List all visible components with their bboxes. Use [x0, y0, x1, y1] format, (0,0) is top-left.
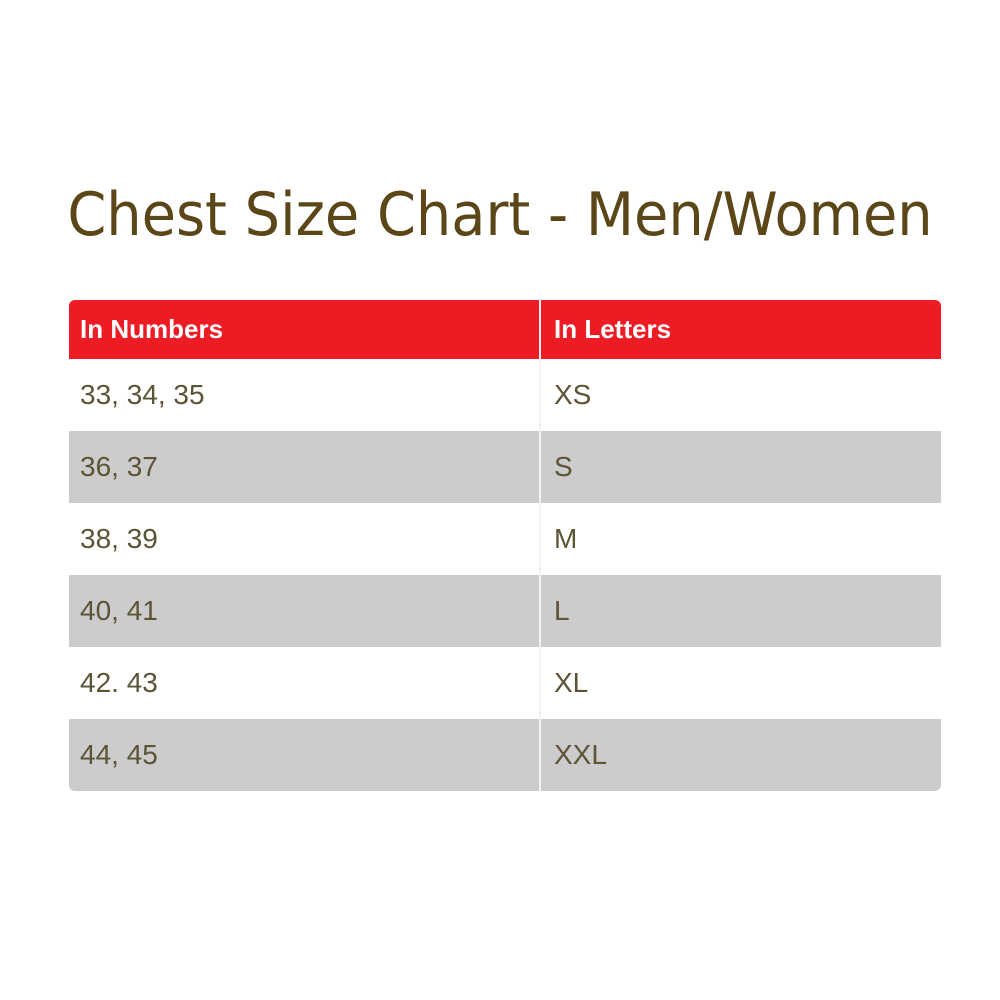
letters-cell: XS: [554, 379, 592, 410]
numbers-cell: 33, 34, 35: [69, 359, 541, 431]
letters-cell: XL: [554, 667, 589, 698]
header-in-letters: In Letters: [554, 314, 672, 344]
size-table: In Numbers In Letters 33, 34, 35 XS 36, …: [69, 300, 941, 791]
page-title: Chest Size Chart - Men/Women: [67, 180, 933, 250]
numbers-cell: 42. 43: [69, 647, 541, 719]
numbers-cell: 38, 39: [69, 503, 541, 575]
letters-cell: XXL: [554, 739, 607, 770]
table-row: 42. 43 XL: [69, 647, 941, 719]
header-in-numbers: In Numbers: [69, 300, 541, 359]
table-row: 36, 37 S: [69, 431, 941, 503]
letters-cell: S: [554, 451, 573, 482]
letters-cell: L: [554, 595, 570, 626]
table-row: 40, 41 L: [69, 575, 941, 647]
numbers-cell: 44, 45: [69, 719, 541, 791]
letters-cell: M: [554, 523, 578, 554]
table-row: 38, 39 M: [69, 503, 941, 575]
table-header: In Numbers In Letters: [69, 300, 941, 359]
numbers-cell: 40, 41: [69, 575, 541, 647]
table-row: 33, 34, 35 XS: [69, 359, 941, 431]
numbers-cell: 36, 37: [69, 431, 541, 503]
table-row: 44, 45 XXL: [69, 719, 941, 791]
